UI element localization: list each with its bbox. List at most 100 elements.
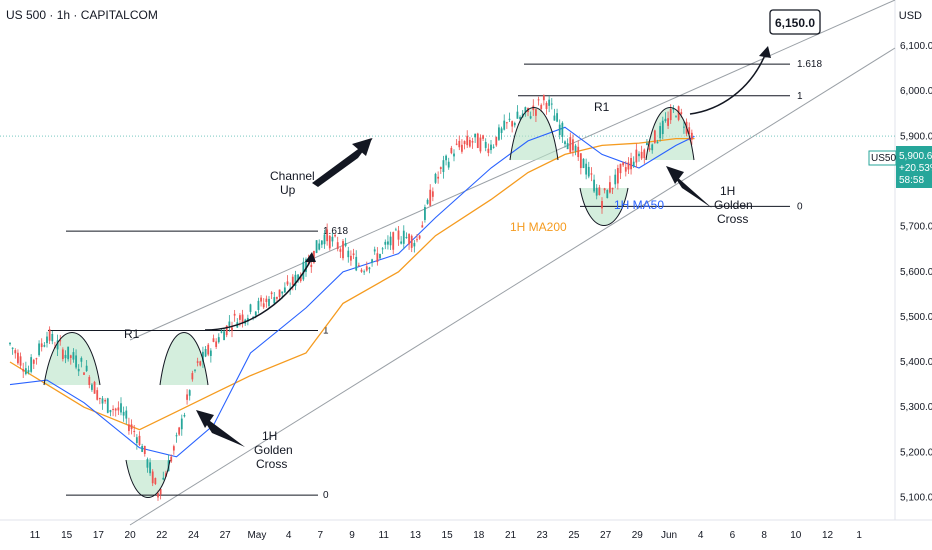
candle-body: [368, 267, 371, 270]
channel-upper-line: [129, 0, 896, 341]
candle-body: [170, 456, 173, 462]
ma50-label: 1H MA50: [614, 198, 664, 212]
candle-body: [442, 160, 445, 173]
x-tick-label: 6: [730, 530, 736, 541]
candle-body: [524, 107, 527, 113]
candle-body: [595, 187, 598, 196]
y-tick-label: 6,100.0: [900, 41, 932, 52]
candle-body: [19, 356, 22, 366]
y-tick-label: 5,400.0: [900, 357, 932, 368]
candle-body: [32, 359, 35, 364]
candle-body: [603, 188, 606, 191]
candle-body: [334, 234, 336, 237]
candle-body: [582, 158, 585, 169]
fib-levels: 1.618 1 0 1.618 1 0: [48, 59, 822, 501]
price-axis[interactable]: 5,100.0 5,200.0 5,300.0 5,400.0 5,500.0 5,600…: [900, 41, 932, 503]
candle-body: [360, 269, 363, 272]
candle-body: [196, 361, 199, 363]
candle-body: [616, 167, 619, 184]
candle-body: [249, 304, 252, 312]
candle-body: [402, 230, 405, 244]
candle-body: [381, 248, 384, 250]
candle-body: [310, 264, 313, 268]
candle-body: [453, 153, 455, 157]
candle-body: [38, 343, 40, 356]
curve-arrow-1: [204, 257, 313, 331]
candle-body: [233, 313, 236, 316]
chart-title: US 500 · 1h · CAPITALCOM: [6, 8, 158, 22]
candle-body: [98, 397, 101, 400]
candle-body: [67, 346, 70, 360]
candle-body: [413, 242, 416, 247]
candle-body: [468, 139, 471, 147]
ma200-line: [9, 137, 695, 431]
candle-body: [561, 122, 564, 137]
golden-cross-2-line3: Cross: [717, 212, 748, 226]
golden-cross-arrow-1: [200, 414, 245, 447]
candle-body: [141, 445, 144, 452]
candle-body: [569, 137, 572, 153]
candle-body: [191, 373, 194, 380]
candle-body: [656, 141, 659, 144]
candle-body: [344, 243, 347, 246]
candle-body: [51, 334, 54, 342]
candle-body: [323, 234, 326, 245]
symbol-tag-text: US500: [871, 153, 902, 164]
candle-body: [482, 135, 484, 139]
candle-body: [268, 298, 270, 306]
y-tick-label: 6,000.0: [900, 86, 932, 97]
target-text: 6,150.0: [775, 16, 815, 30]
candle-body: [667, 118, 669, 126]
candle-body: [114, 408, 117, 411]
candle-body: [387, 241, 389, 245]
candle-body: [350, 255, 352, 261]
candle-body: [690, 132, 693, 140]
candle-body: [318, 243, 321, 250]
candle-body: [307, 260, 310, 265]
candle-body: [416, 239, 418, 241]
target-callout: 6,150.0: [769, 9, 821, 35]
candle-body: [186, 394, 188, 400]
candle-body: [297, 274, 299, 280]
candle-body: [545, 103, 548, 109]
candle-body: [14, 350, 17, 354]
fib-label-first: 1: [323, 325, 329, 336]
candle-body: [535, 109, 537, 116]
candle-body: [373, 249, 376, 252]
currency-label: USD: [898, 10, 922, 22]
candle-body: [17, 352, 19, 364]
time-axis[interactable]: 11 15 17 20 22 24 27 May 4 7 9 11 13 15 18 21 23 25 27 29 Ju…: [30, 530, 863, 541]
pattern-arcs: [43, 107, 695, 498]
candle-body: [212, 338, 215, 342]
candle-body: [104, 400, 107, 402]
candle-body: [363, 271, 366, 273]
candle-body: [326, 229, 329, 242]
candle-body: [215, 341, 218, 347]
candle-body: [328, 235, 331, 249]
candle-body: [519, 116, 521, 120]
candle-body: [659, 126, 662, 139]
candle-body: [83, 372, 85, 375]
arc-shade: [510, 107, 558, 160]
candle-body: [548, 99, 551, 106]
candle-body: [231, 327, 233, 331]
candle-body: [194, 369, 196, 371]
candle-body: [458, 140, 461, 148]
candle-body: [30, 357, 33, 372]
candle-body: [447, 161, 450, 168]
candle-body: [241, 314, 244, 323]
fib-label-second: 1: [797, 91, 803, 102]
r1-label-right: R1: [594, 100, 610, 114]
arc-shade: [646, 107, 694, 160]
candle-body: [157, 493, 159, 498]
x-tick-label: 24: [188, 530, 200, 541]
candle-body: [35, 358, 38, 360]
y-tick-label: 5,200.0: [900, 447, 932, 458]
candle-body: [315, 240, 318, 253]
candle-body: [254, 311, 257, 316]
candle-body: [225, 325, 228, 336]
x-tick-label: 21: [505, 530, 517, 541]
candle-body: [675, 116, 677, 118]
candle-body: [72, 352, 75, 360]
